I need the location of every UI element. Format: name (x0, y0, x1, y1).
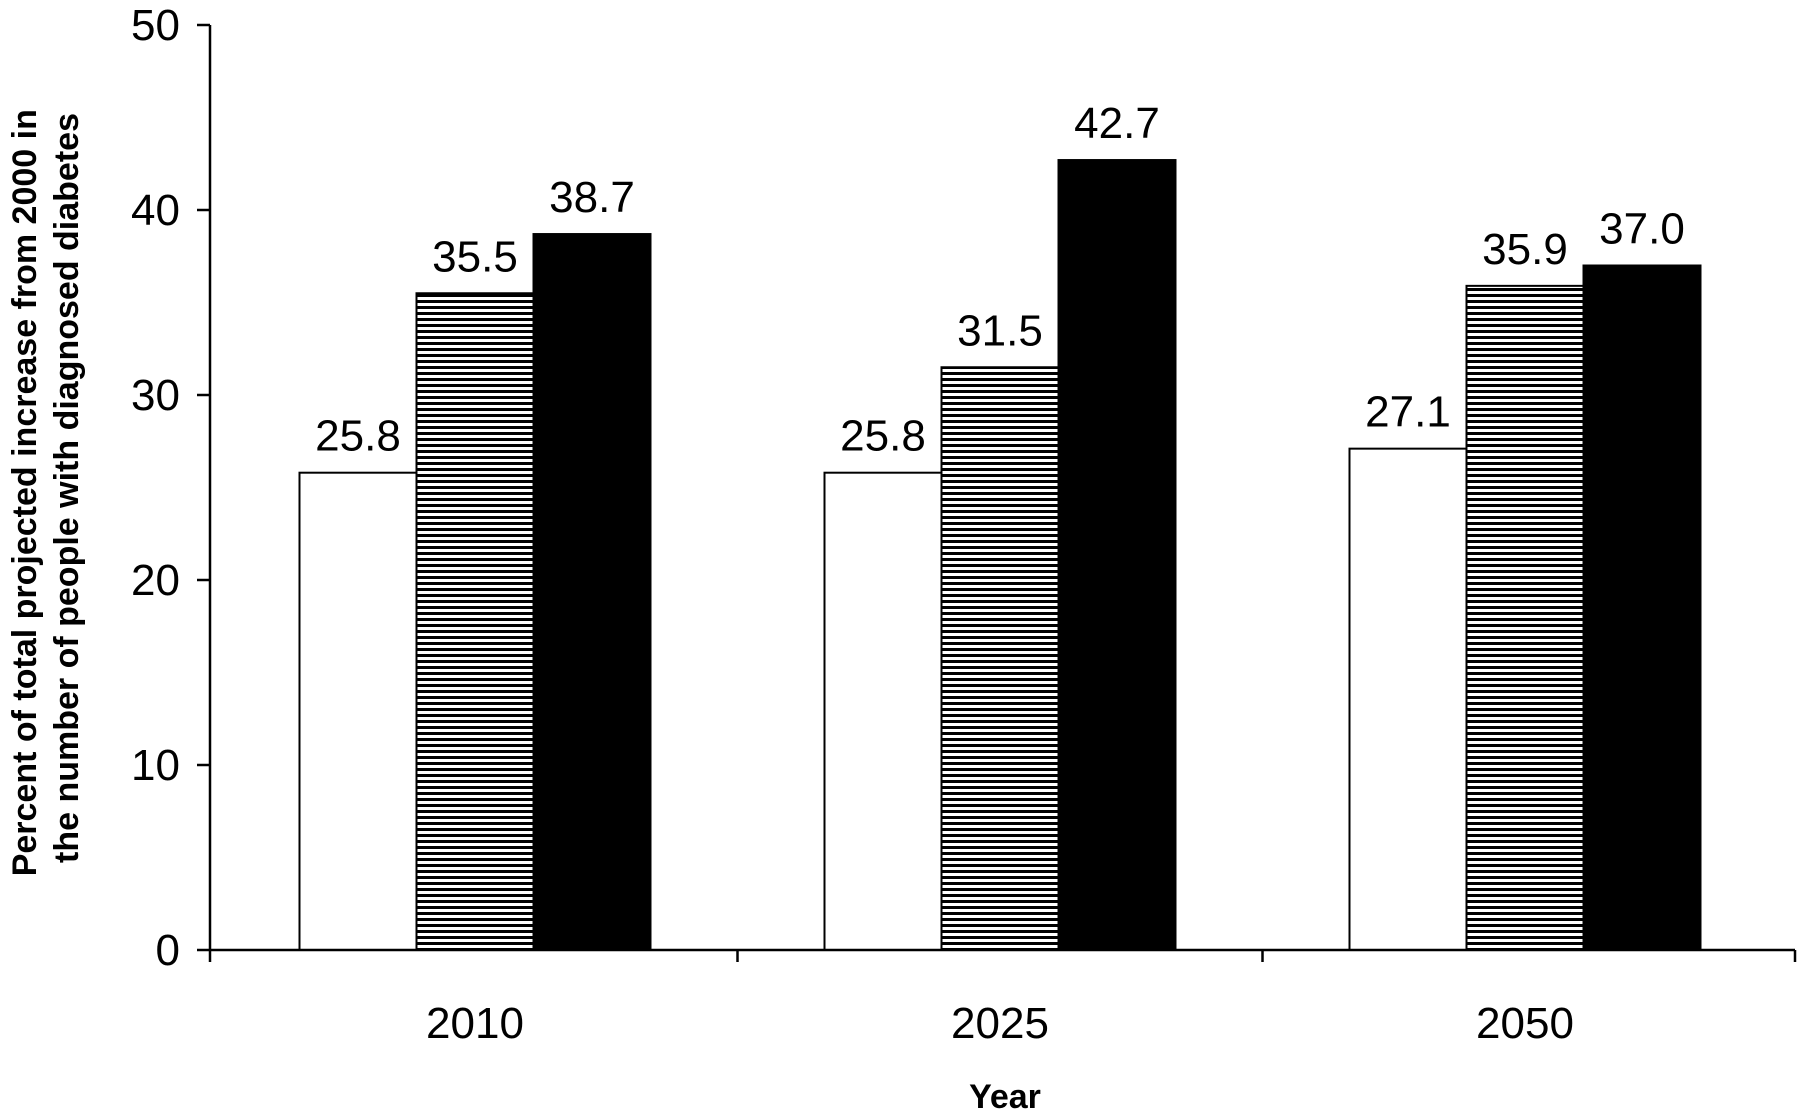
y-tick-label-0: 0 (156, 926, 180, 975)
x-ticks-group (208, 950, 1797, 962)
data-labels-group: 25.8 35.5 38.7 25.8 31.5 42.7 27.1 35.9 37.0 (315, 99, 1685, 461)
bar-2050-s1 (1348, 447, 1468, 951)
bar-2010-s1 (298, 471, 418, 951)
bar-2025-s1 (823, 471, 943, 951)
data-label-2050-s3: 37.0 (1599, 205, 1685, 254)
bar-2010-s2 (415, 292, 535, 951)
data-label-2025-s2: 31.5 (957, 306, 1043, 355)
bar-2050-s2 (1465, 284, 1585, 952)
bar-2025-s3 (1057, 159, 1177, 952)
data-label-2010-s1: 25.8 (315, 412, 401, 461)
y-tick-labels-group: 0 10 20 30 40 50 (131, 1, 180, 975)
x-axis-title: Year (969, 1078, 1041, 1116)
bar-2050-s3 (1582, 264, 1702, 951)
bars-group (298, 159, 1702, 952)
x-tick-label-2050: 2050 (1476, 999, 1574, 1048)
y-tick-label-50: 50 (131, 1, 180, 50)
y-axis-title-line-1: Percent of total projected increase from… (6, 109, 44, 876)
data-label-2010-s2: 35.5 (432, 232, 518, 281)
y-tick-label-20: 20 (131, 556, 180, 605)
y-ticks-group (197, 23, 210, 952)
y-tick-label-10: 10 (131, 741, 180, 790)
y-axis-title-line-2: the number of people with diagnosed diab… (48, 113, 86, 863)
y-axis-title: Percent of total projected increase from… (6, 100, 86, 877)
data-label-2050-s1: 27.1 (1365, 388, 1451, 437)
bar-2010-s3 (532, 233, 652, 952)
x-tick-label-2025: 2025 (951, 999, 1049, 1048)
data-label-2025-s3: 42.7 (1074, 99, 1160, 148)
y-tick-label-30: 30 (131, 371, 180, 420)
bar-2025-s2 (940, 366, 1060, 951)
data-label-2010-s3: 38.7 (549, 173, 635, 222)
data-label-2025-s1: 25.8 (840, 412, 926, 461)
data-label-2050-s2: 35.9 (1482, 225, 1568, 274)
y-tick-label-40: 40 (131, 186, 180, 235)
x-tick-labels-group: 2010 2025 2050 (426, 999, 1574, 1048)
x-tick-label-2010: 2010 (426, 999, 524, 1048)
